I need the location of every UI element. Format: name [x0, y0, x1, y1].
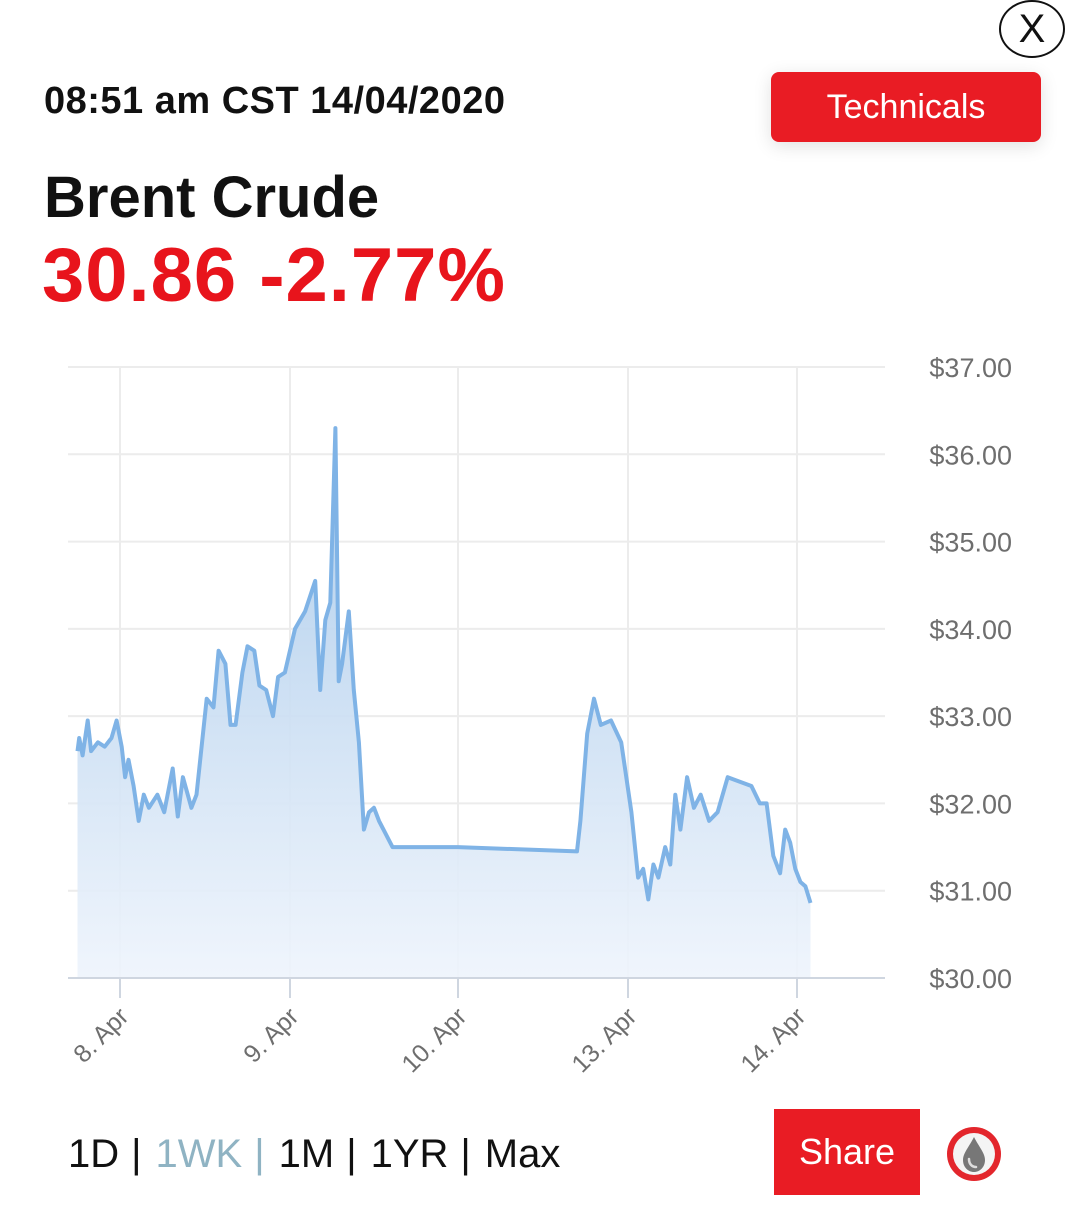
- period-max[interactable]: Max: [484, 1132, 561, 1176]
- period-1d[interactable]: 1D: [68, 1132, 120, 1176]
- y-tick-label: $32.00: [929, 789, 1012, 819]
- x-tick-label: 8. Apr: [68, 1002, 134, 1068]
- y-tick-label: $37.00: [929, 353, 1012, 383]
- technicals-label: Technicals: [826, 87, 986, 126]
- price-line: [75, 426, 813, 904]
- period-separator: |: [460, 1132, 471, 1176]
- y-tick-label: $34.00: [929, 615, 1012, 645]
- price-area: [77, 428, 811, 979]
- period-1wk[interactable]: 1WK: [155, 1132, 243, 1176]
- x-tick-label: 10. Apr: [396, 1002, 472, 1078]
- y-tick-label: $30.00: [929, 964, 1012, 994]
- quote-timestamp: 08:51 am CST 14/04/2020: [44, 80, 506, 122]
- period-separator: |: [131, 1132, 142, 1176]
- y-tick-label: $36.00: [929, 440, 1012, 470]
- price-value: 30.86: [42, 233, 238, 318]
- price-quote: 30.86 -2.77%: [42, 232, 506, 319]
- technicals-button[interactable]: Technicals: [771, 72, 1041, 142]
- x-tick-label: 14. Apr: [735, 1002, 811, 1078]
- y-tick-label: $31.00: [929, 877, 1012, 907]
- instrument-title: Brent Crude: [44, 165, 380, 230]
- share-label: Share: [798, 1131, 896, 1172]
- period-separator: |: [254, 1132, 265, 1176]
- period-1yr[interactable]: 1YR: [370, 1132, 449, 1176]
- close-button[interactable]: X: [999, 0, 1065, 58]
- x-tick-label: 9. Apr: [238, 1002, 304, 1068]
- price-chart: $37.00 $36.00 $35.00 $34.00 $33.00 $32.00 $31.…: [68, 353, 1012, 1078]
- y-tick-label: $33.00: [929, 702, 1012, 732]
- period-selector: 1D | 1WK | 1M | 1YR | Max: [68, 1132, 560, 1177]
- y-tick-label: $35.00: [929, 528, 1012, 558]
- period-separator: |: [346, 1132, 357, 1176]
- oil-drop-icon[interactable]: [945, 1125, 1003, 1183]
- share-button[interactable]: Share: [774, 1109, 920, 1195]
- period-1m[interactable]: 1M: [278, 1132, 335, 1176]
- x-tick-label: 13. Apr: [566, 1002, 642, 1078]
- price-change: -2.77%: [259, 233, 506, 318]
- close-label: X: [1018, 6, 1046, 51]
